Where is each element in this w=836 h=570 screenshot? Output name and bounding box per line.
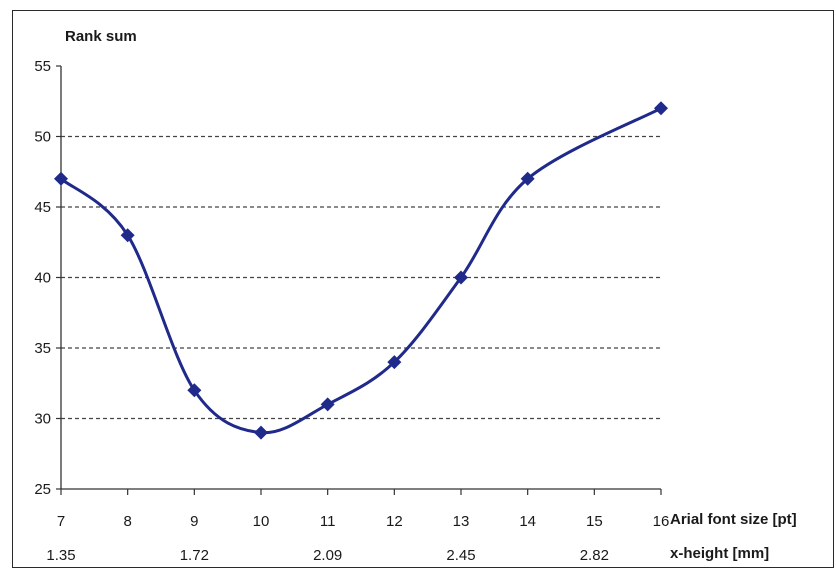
y-tick-label: 25 <box>34 481 51 498</box>
x-tick-label: 13 <box>453 513 470 530</box>
data-point-16 <box>654 101 668 116</box>
x-tick-label: 10 <box>253 513 270 530</box>
gridlines <box>61 135 661 420</box>
x-tick-label: 16 <box>653 513 670 530</box>
line-chart: 25 30 35 40 45 50 55 7 8 9 10 11 12 13 14 15 16 1.35 1.7… <box>34 28 797 564</box>
axes <box>56 65 662 495</box>
x-tick-label: 9 <box>190 513 198 530</box>
data-point-11 <box>320 397 335 412</box>
x-tick-labels: 7 8 9 10 11 12 13 14 15 16 <box>57 513 670 530</box>
x-tick-label: 8 <box>123 513 131 530</box>
data-point-13 <box>454 270 468 285</box>
data-point-14 <box>520 171 535 186</box>
data-point-8 <box>120 228 135 243</box>
data-point-9 <box>187 383 202 398</box>
data-point-10 <box>254 425 268 440</box>
chart-frame: 25 30 35 40 45 50 55 7 8 9 10 11 12 13 14 15 16 1.35 1.7… <box>12 10 834 568</box>
y-tick-labels: 25 30 35 40 45 50 55 <box>34 58 51 498</box>
secondary-x-tick-labels: 1.35 1.72 2.09 2.45 2.82 <box>46 547 609 564</box>
y-tick-label: 45 <box>34 199 51 216</box>
secondary-x-tick-label: 2.45 <box>446 547 475 564</box>
secondary-x-tick-label: 2.82 <box>580 547 609 564</box>
data-point-7 <box>54 171 68 186</box>
y-tick-label: 40 <box>34 270 51 287</box>
secondary-x-tick-label: 1.72 <box>180 547 209 564</box>
y-tick-label: 30 <box>34 411 51 428</box>
y-tick-label: 55 <box>34 58 51 75</box>
y-axis-title: Rank sum <box>65 28 137 45</box>
secondary-x-tick-label: 2.09 <box>313 547 342 564</box>
x-axis-title: Arial font size [pt] <box>670 511 797 528</box>
y-tick-label: 50 <box>34 129 51 146</box>
x-tick-label: 12 <box>386 513 403 530</box>
x-tick-label: 14 <box>519 513 536 530</box>
data-point-12 <box>387 355 402 370</box>
x-tick-label: 7 <box>57 513 65 530</box>
secondary-x-axis-title: x-height [mm] <box>670 545 769 562</box>
x-tick-label: 15 <box>586 513 603 530</box>
series-line-0 <box>60 106 662 435</box>
secondary-x-tick-label: 1.35 <box>46 547 75 564</box>
data-points <box>54 101 668 440</box>
series-layer <box>60 106 662 435</box>
x-tick-label: 11 <box>320 513 336 530</box>
y-tick-label: 35 <box>34 340 51 357</box>
